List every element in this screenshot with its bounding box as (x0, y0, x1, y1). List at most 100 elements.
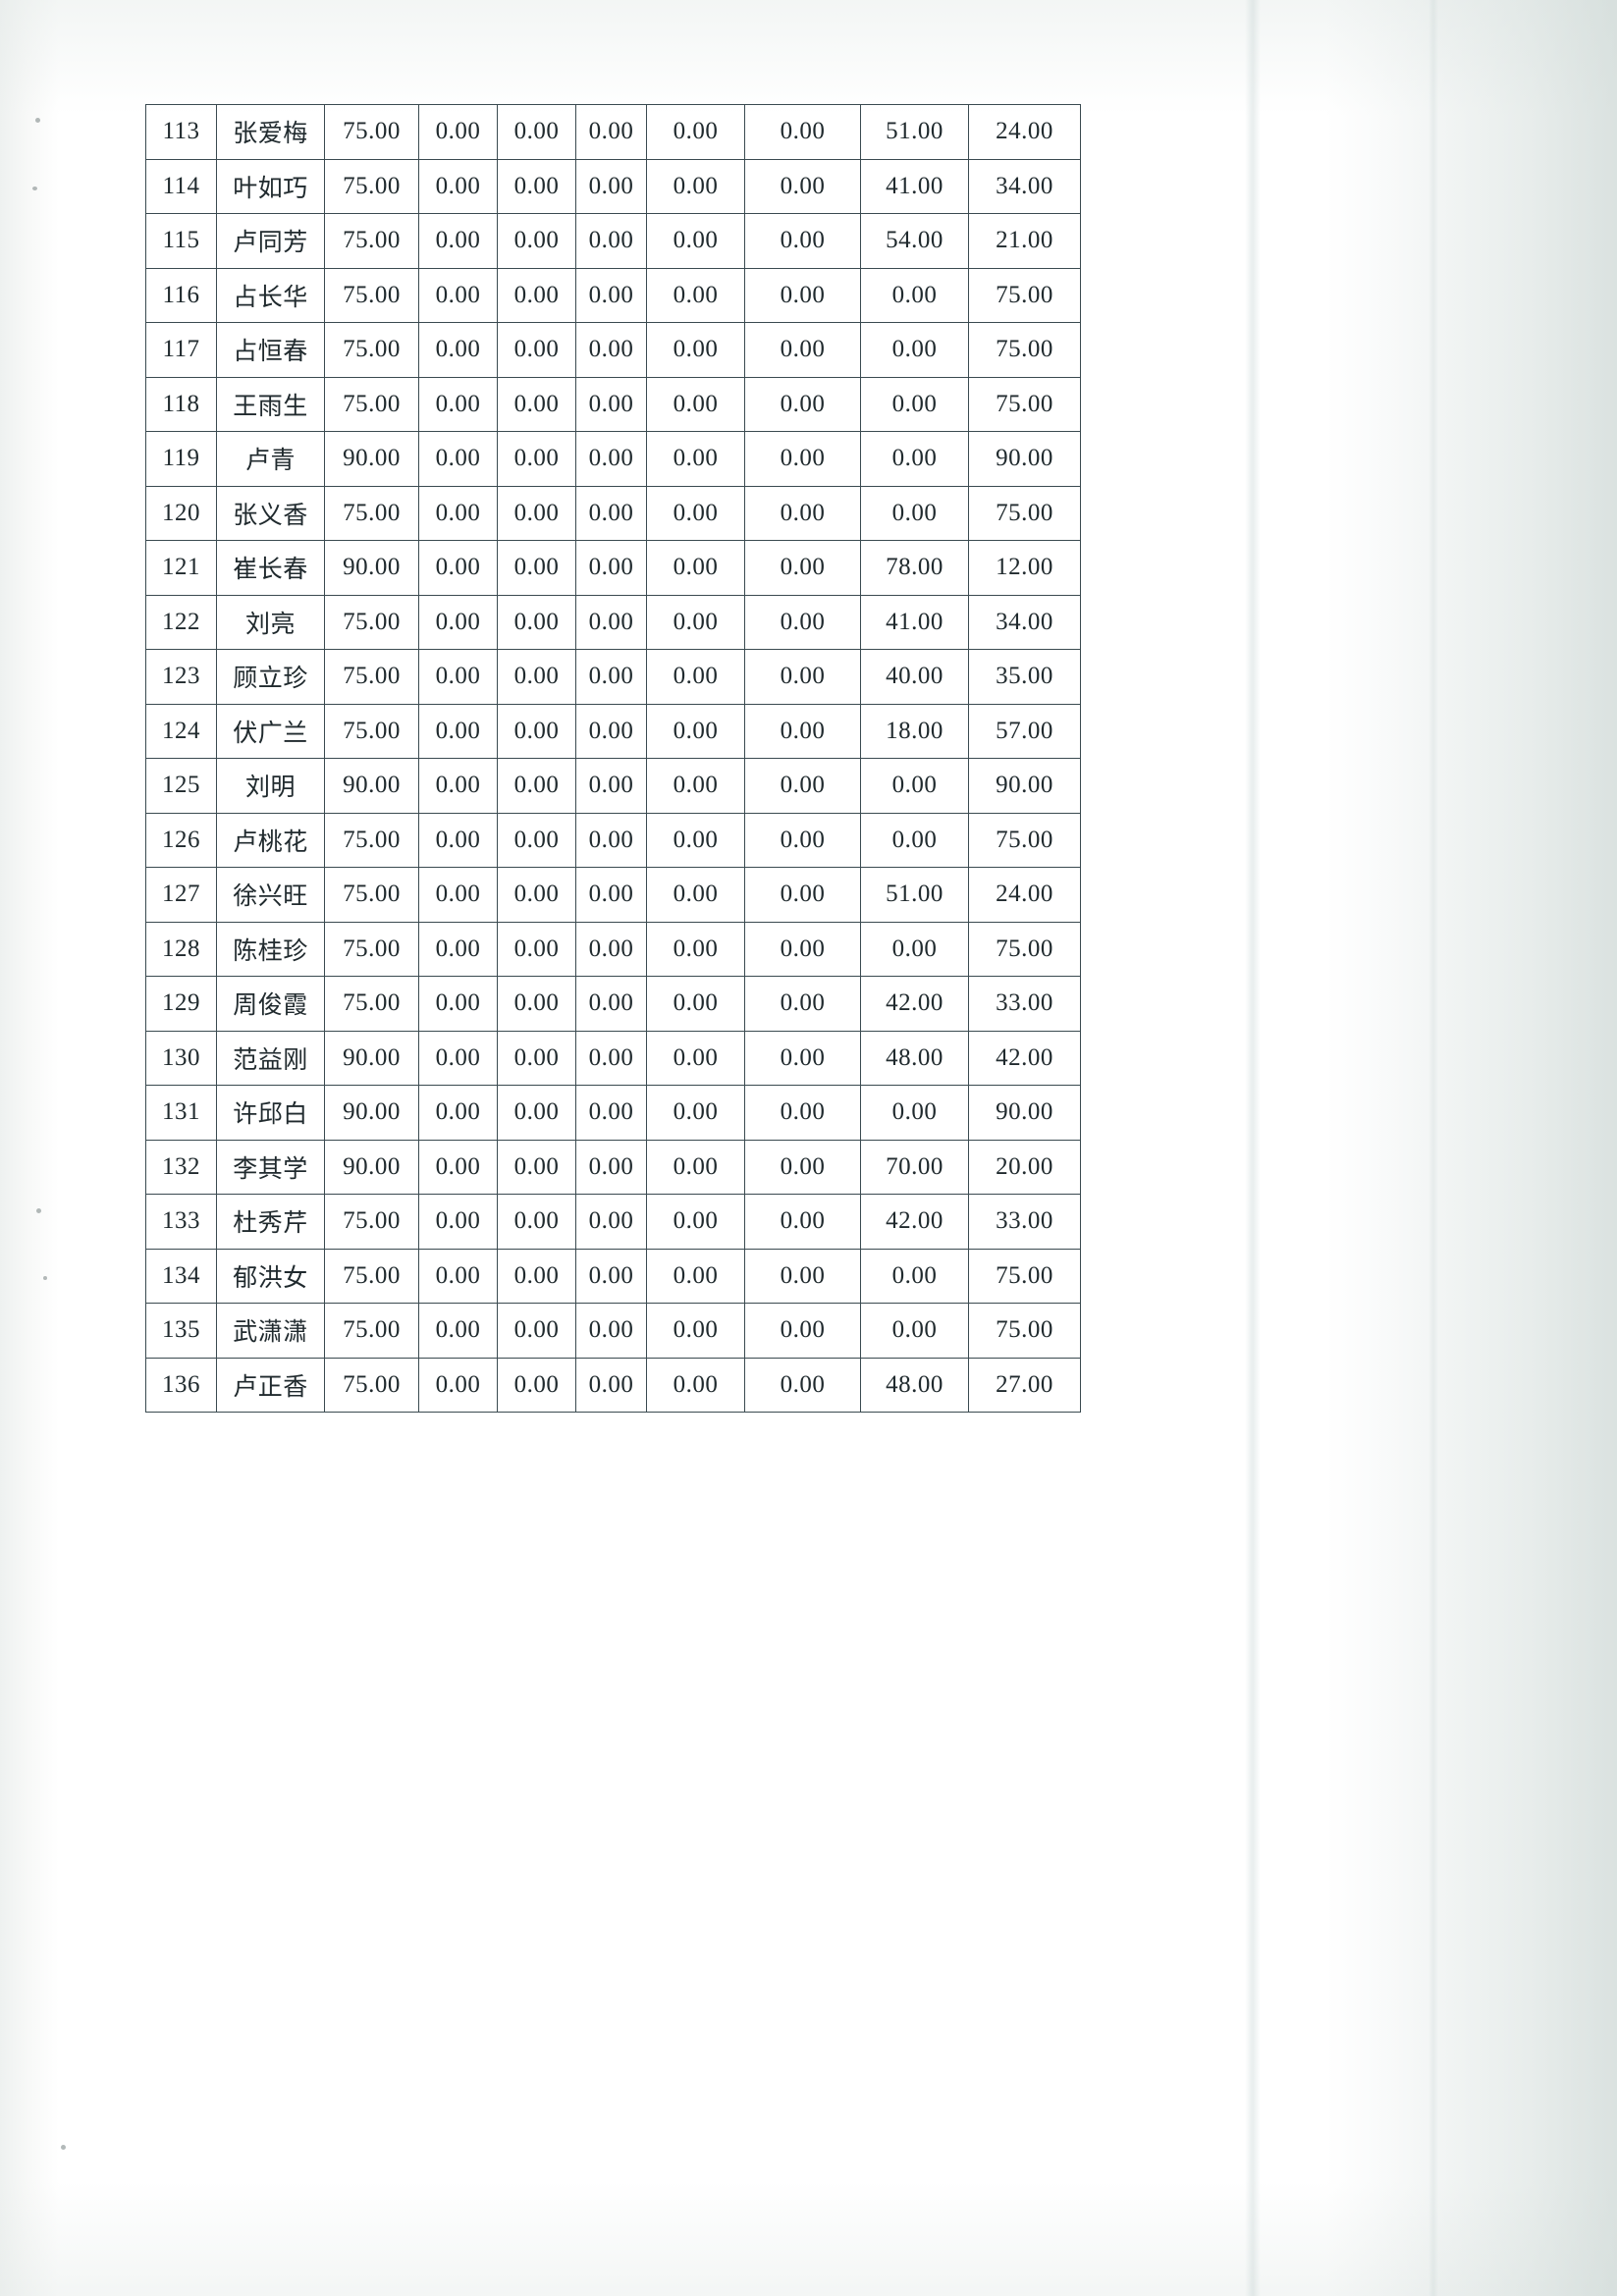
row-value-cell: 0.00 (497, 594, 576, 650)
row-value-cell: 0.00 (575, 1030, 647, 1086)
row-value-cell: 0.00 (646, 1085, 745, 1141)
row-value-cell: 0.00 (497, 1303, 576, 1359)
row-value-cell: 0.00 (418, 1303, 498, 1359)
row-value-cell: 0.00 (860, 1085, 969, 1141)
row-value-cell: 78.00 (860, 540, 969, 596)
row-value-cell: 75.00 (324, 1194, 419, 1250)
row-value-cell: 0.00 (744, 594, 861, 650)
row-value-cell: 75.00 (324, 703, 419, 759)
row-name-cell: 刘明 (216, 758, 325, 814)
row-name-cell: 卢青 (216, 431, 325, 487)
row-index-cell: 124 (145, 703, 217, 759)
row-value-cell: 0.00 (860, 1303, 969, 1359)
row-value-cell: 0.00 (744, 812, 861, 868)
row-name-cell: 伏广兰 (216, 703, 325, 759)
row-value-cell: 51.00 (860, 867, 969, 923)
row-value-cell: 75.00 (324, 921, 419, 977)
row-value-cell: 0.00 (646, 703, 745, 759)
row-value-cell: 0.00 (744, 976, 861, 1032)
row-value-cell: 0.00 (575, 703, 647, 759)
row-value-cell: 0.00 (497, 921, 576, 977)
row-index-cell: 132 (145, 1139, 217, 1195)
payment-records-table: 113 张爱梅 75.00 0.00 0.00 0.00 0.00 0.00 51.00 24.0… (145, 104, 1081, 1413)
row-value-cell: 0.00 (744, 867, 861, 923)
row-value-cell: 0.00 (860, 322, 969, 378)
row-value-cell: 0.00 (646, 1357, 745, 1413)
row-value-cell: 0.00 (744, 485, 861, 541)
row-value-cell: 75.00 (324, 976, 419, 1032)
row-value-cell: 0.00 (575, 1248, 647, 1304)
row-value-cell: 0.00 (860, 758, 969, 814)
row-value-cell: 0.00 (418, 104, 498, 160)
row-value-cell: 75.00 (968, 1303, 1081, 1359)
row-value-cell: 0.00 (497, 1139, 576, 1195)
table-row: 113 张爱梅 75.00 0.00 0.00 0.00 0.00 0.00 51.00 24.0… (145, 104, 1081, 160)
row-value-cell: 0.00 (418, 812, 498, 868)
row-value-cell: 0.00 (575, 976, 647, 1032)
row-value-cell: 75.00 (968, 267, 1081, 323)
row-index-cell: 134 (145, 1248, 217, 1304)
row-value-cell: 0.00 (744, 322, 861, 378)
row-name-cell: 徐兴旺 (216, 867, 325, 923)
table-row: 130 范益刚 90.00 0.00 0.00 0.00 0.00 0.00 48.00 42.0… (145, 1030, 1081, 1086)
row-value-cell: 0.00 (646, 1139, 745, 1195)
table-row: 118 王雨生 75.00 0.00 0.00 0.00 0.00 0.00 0.00 75.00 (145, 376, 1081, 432)
table-row: 114 叶如巧 75.00 0.00 0.00 0.00 0.00 0.00 41.00 34.0… (145, 158, 1081, 214)
row-value-cell: 75.00 (324, 267, 419, 323)
row-value-cell: 0.00 (575, 812, 647, 868)
table-row: 134 郁洪女 75.00 0.00 0.00 0.00 0.00 0.00 0.00 75.00 (145, 1248, 1081, 1304)
row-value-cell: 0.00 (418, 1248, 498, 1304)
row-value-cell: 0.00 (575, 758, 647, 814)
row-index-cell: 118 (145, 376, 217, 432)
row-value-cell: 0.00 (418, 267, 498, 323)
row-value-cell: 0.00 (418, 376, 498, 432)
row-value-cell: 0.00 (646, 267, 745, 323)
row-value-cell: 0.00 (418, 1085, 498, 1141)
row-value-cell: 0.00 (744, 649, 861, 705)
row-value-cell: 75.00 (324, 1248, 419, 1304)
table-row: 123 顾立珍 75.00 0.00 0.00 0.00 0.00 0.00 40.00 35.0… (145, 649, 1081, 705)
row-value-cell: 0.00 (575, 540, 647, 596)
row-value-cell: 0.00 (860, 267, 969, 323)
row-value-cell: 0.00 (860, 921, 969, 977)
row-value-cell: 34.00 (968, 158, 1081, 214)
row-value-cell: 0.00 (497, 431, 576, 487)
row-name-cell: 张义香 (216, 485, 325, 541)
row-value-cell: 75.00 (324, 213, 419, 269)
row-value-cell: 42.00 (860, 976, 969, 1032)
row-value-cell: 0.00 (497, 1085, 576, 1141)
row-value-cell: 0.00 (744, 758, 861, 814)
row-value-cell: 0.00 (575, 485, 647, 541)
row-value-cell: 0.00 (646, 1303, 745, 1359)
table-row: 119 卢青 90.00 0.00 0.00 0.00 0.00 0.00 0.00 90.00 (145, 431, 1081, 487)
row-value-cell: 48.00 (860, 1030, 969, 1086)
row-name-cell: 刘亮 (216, 594, 325, 650)
row-index-cell: 123 (145, 649, 217, 705)
scan-speck (36, 1208, 41, 1213)
row-value-cell: 75.00 (324, 1357, 419, 1413)
row-value-cell: 0.00 (497, 976, 576, 1032)
row-value-cell: 75.00 (324, 322, 419, 378)
scan-speck (35, 118, 40, 123)
row-value-cell: 0.00 (418, 485, 498, 541)
row-value-cell: 0.00 (744, 1085, 861, 1141)
row-value-cell: 0.00 (646, 540, 745, 596)
row-value-cell: 51.00 (860, 104, 969, 160)
scan-speck (43, 1276, 47, 1280)
row-name-cell: 占长华 (216, 267, 325, 323)
table-row: 122 刘亮 75.00 0.00 0.00 0.00 0.00 0.00 41.00 34.00 (145, 594, 1081, 650)
row-value-cell: 90.00 (324, 1139, 419, 1195)
row-value-cell: 0.00 (575, 1357, 647, 1413)
row-value-cell: 0.00 (497, 812, 576, 868)
table-row: 115 卢同芳 75.00 0.00 0.00 0.00 0.00 0.00 54.00 21.0… (145, 213, 1081, 269)
row-value-cell: 0.00 (418, 703, 498, 759)
row-value-cell: 0.00 (575, 376, 647, 432)
row-name-cell: 占恒春 (216, 322, 325, 378)
row-value-cell: 75.00 (324, 158, 419, 214)
row-value-cell: 75.00 (968, 921, 1081, 977)
row-value-cell: 42.00 (968, 1030, 1081, 1086)
row-value-cell: 75.00 (324, 485, 419, 541)
row-value-cell: 0.00 (646, 213, 745, 269)
row-index-cell: 114 (145, 158, 217, 214)
row-value-cell: 0.00 (646, 867, 745, 923)
